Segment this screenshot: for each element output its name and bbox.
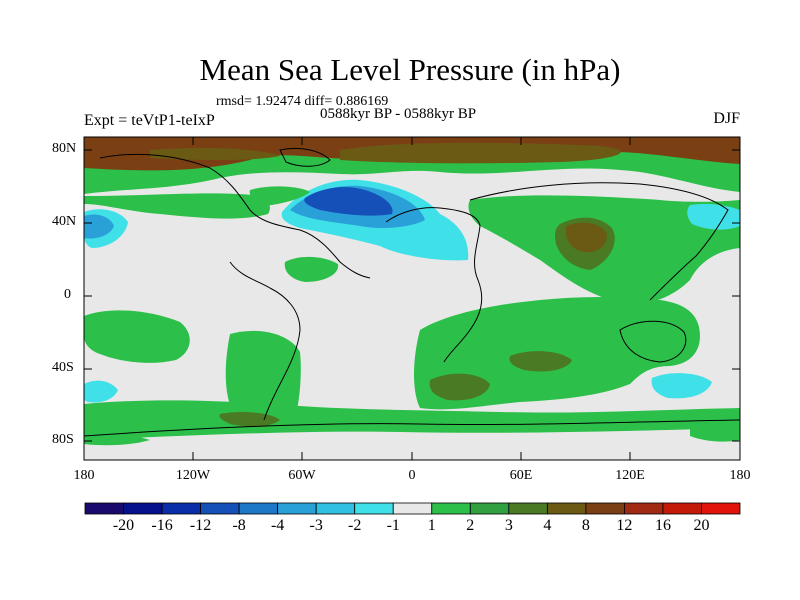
- zone-cyan-spac-east: [651, 373, 712, 399]
- experiment-label: Expt = teVtP1-teIxP: [84, 112, 215, 129]
- zone-cyan-npac-east: [687, 203, 740, 230]
- colorbar-label: 16: [654, 517, 671, 534]
- zone-darkbrown-north: [340, 142, 621, 164]
- colorbar-swatch: [508, 502, 548, 515]
- colorbar-label: 20: [693, 517, 710, 534]
- colorbar-label: 8: [581, 517, 590, 534]
- zone-green-antarctic-west: [84, 433, 150, 446]
- colorbar-label: -3: [309, 517, 323, 534]
- colorbar: [84, 502, 741, 515]
- colorbar-label: -8: [232, 517, 246, 534]
- lat-label-0: 0: [64, 287, 71, 302]
- coast-north-america: [99, 153, 371, 279]
- colorbar-swatch: [662, 502, 702, 515]
- zone-deepblue-atlantic: [304, 187, 393, 216]
- colorbar-swatch: [701, 502, 741, 515]
- colorbar-swatch: [238, 502, 279, 515]
- colorbar-swatch: [546, 502, 587, 515]
- zone-green-epac: [84, 310, 190, 363]
- colorbar-label: -16: [151, 517, 173, 534]
- colorbar-swatch: [84, 502, 124, 515]
- stats-text: rmsd= 1.92474 diff= 0.886169: [216, 94, 389, 109]
- coastlines: [84, 147, 740, 437]
- lon-label-0: 0: [408, 468, 416, 483]
- colorbar-swatch: [624, 502, 664, 515]
- colorbar-swatch: [315, 502, 356, 515]
- coast-africa: [385, 207, 483, 363]
- colorbar-swatch: [123, 502, 163, 515]
- coast-greenland: [279, 147, 331, 167]
- axis-ticks: [84, 137, 740, 460]
- colorbar-label: -1: [386, 517, 400, 534]
- colorbar-swatch: [431, 502, 471, 515]
- colorbar-label: 2: [466, 517, 475, 534]
- zone-olive-south: [219, 412, 280, 427]
- lat-label-80s: 80S: [52, 432, 74, 447]
- coast-south-america: [229, 261, 301, 421]
- lon-label-180e: 180: [729, 468, 751, 483]
- colorbar-swatch: [585, 502, 625, 515]
- colorbar-label: -2: [348, 517, 362, 534]
- colorbar-swatch: [277, 502, 317, 515]
- colorbar-label: -4: [270, 517, 285, 534]
- colorbar-swatch: [161, 502, 201, 515]
- zone-grey-antarctic: [84, 428, 740, 460]
- lon-label-120w: 120W: [175, 468, 211, 483]
- lon-label-120e: 120E: [615, 468, 645, 483]
- lat-label-40s: 40S: [52, 360, 74, 375]
- colorbar-swatch: [354, 502, 394, 515]
- coast-eurasia: [469, 182, 729, 301]
- lat-label-80n: 80N: [52, 141, 77, 156]
- lon-label-180w: 180: [73, 468, 95, 483]
- zone-green-npac: [84, 193, 270, 219]
- colorbar-label: -20: [112, 517, 135, 534]
- lon-label-60e: 60E: [509, 468, 533, 483]
- pressure-field: [84, 137, 740, 460]
- colorbar-label: -12: [189, 517, 212, 534]
- colorbar-label: 3: [504, 517, 513, 534]
- coast-australia: [619, 320, 687, 363]
- zone-brown-asia: [565, 222, 607, 253]
- zone-green-sam: [225, 330, 301, 417]
- colorbar-label: 12: [616, 517, 633, 534]
- colorbar-swatch: [469, 502, 510, 515]
- zone-green-npac-east: [249, 186, 310, 206]
- colorbar-label: 4: [543, 517, 552, 534]
- colorbar-swatch: [200, 502, 240, 515]
- zone-cyan-spac-west: [84, 380, 118, 403]
- colorbar-label: 1: [427, 517, 436, 534]
- coast-antarctica: [84, 419, 740, 437]
- lat-label-40n: 40N: [52, 214, 77, 229]
- zone-green-midatl: [284, 256, 339, 282]
- zone-darkbrown-nw: [150, 148, 280, 160]
- season-label: DJF: [713, 110, 740, 127]
- lon-label-60w: 60W: [288, 468, 316, 483]
- zone-olive-indian: [509, 351, 572, 372]
- colorbar-swatch: [392, 502, 433, 515]
- zone-green-antarctic-east: [690, 425, 740, 442]
- zone-blue-wpac: [84, 214, 114, 239]
- map-title: Mean Sea Level Pressure (in hPa): [199, 52, 621, 87]
- period-text: 0588kyr BP - 0588kyr BP: [320, 106, 477, 122]
- zone-olive-southatl: [429, 373, 490, 401]
